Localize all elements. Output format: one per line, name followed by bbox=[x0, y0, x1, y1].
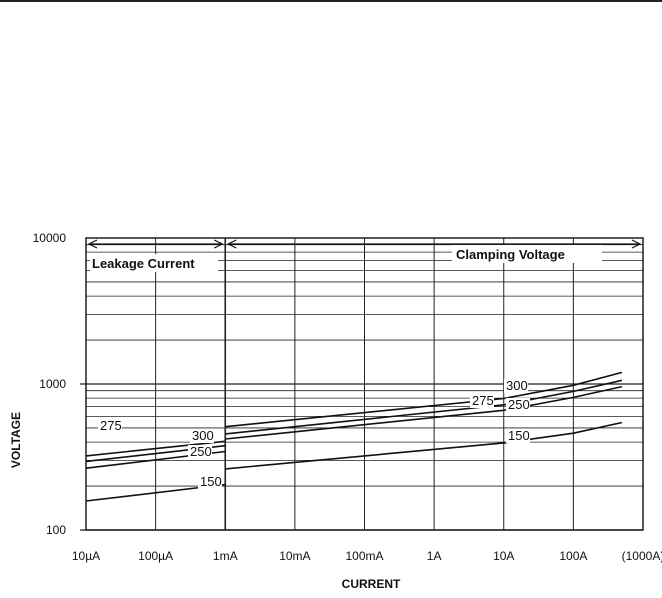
clamping-voltage-label: Clamping Voltage bbox=[456, 247, 565, 262]
series-label-250: 250 bbox=[190, 444, 212, 459]
plot-frame bbox=[85, 237, 644, 531]
series-label-250: 250 bbox=[508, 397, 530, 412]
x-tick-label: 100mA bbox=[345, 549, 383, 563]
series-label-bg bbox=[190, 429, 214, 443]
series-label-150: 150 bbox=[508, 428, 530, 443]
x-tick-label: 10mA bbox=[279, 549, 310, 563]
series-labels: 150 150 250 250 275 275 300 300 bbox=[98, 378, 530, 489]
x-tick-label: 1A bbox=[427, 549, 442, 563]
x-tick-label: 10µA bbox=[72, 549, 100, 563]
series-label-bg bbox=[470, 394, 494, 408]
y-tick-label: 100 bbox=[46, 523, 66, 537]
x-axis-title: CURRENT bbox=[342, 577, 401, 591]
series-line-300-leakage bbox=[85, 440, 226, 457]
series-label-150: 150 bbox=[200, 474, 222, 489]
leakage-current-label: Leakage Current bbox=[92, 256, 195, 271]
series-label-bg bbox=[504, 379, 528, 393]
x-tick-label: 1mA bbox=[213, 549, 238, 563]
series-label-bg bbox=[506, 398, 530, 412]
region-annotations: Leakage Current Clamping Voltage bbox=[87, 239, 642, 272]
clamping-arrow-head-left bbox=[226, 239, 237, 249]
series-label-bg bbox=[506, 429, 530, 443]
series-label-300: 300 bbox=[192, 428, 214, 443]
clamping-label-bg bbox=[452, 245, 602, 263]
clamping-arrow-head-right bbox=[631, 239, 642, 249]
plot-border bbox=[85, 237, 644, 531]
top-rule bbox=[0, 0, 662, 2]
x-tick-label: 10A bbox=[493, 549, 514, 563]
y-tick-label: 1000 bbox=[39, 377, 66, 391]
series-line-275-clamping bbox=[225, 379, 623, 435]
leakage-label-bg bbox=[90, 254, 218, 272]
y-axis-title: VOLTAGE bbox=[9, 412, 23, 468]
tick-labels: 10µA 100µA 1mA 10mA 100mA 1A 10A 100A (1000A) 100… bbox=[33, 231, 662, 563]
series-label-300: 300 bbox=[506, 378, 528, 393]
series-lines bbox=[85, 371, 623, 502]
series-line-250-clamping bbox=[225, 385, 623, 440]
series-label-275: 275 bbox=[472, 393, 494, 408]
series-label-bg bbox=[198, 475, 222, 489]
series-label-bg bbox=[188, 445, 212, 459]
leakage-arrow-head-left bbox=[87, 239, 98, 249]
x-tick-label: 100A bbox=[559, 549, 587, 563]
y-tick-label: 10000 bbox=[33, 231, 67, 245]
grid bbox=[80, 238, 643, 531]
series-line-150-clamping bbox=[225, 421, 623, 470]
series-line-300-clamping bbox=[225, 371, 623, 428]
x-tick-label: 100µA bbox=[138, 549, 173, 563]
series-label-275: 275 bbox=[100, 418, 122, 433]
leakage-arrow-head-right bbox=[213, 239, 224, 249]
series-label-bg bbox=[98, 419, 122, 433]
x-tick-label: (1000A) bbox=[622, 549, 662, 563]
